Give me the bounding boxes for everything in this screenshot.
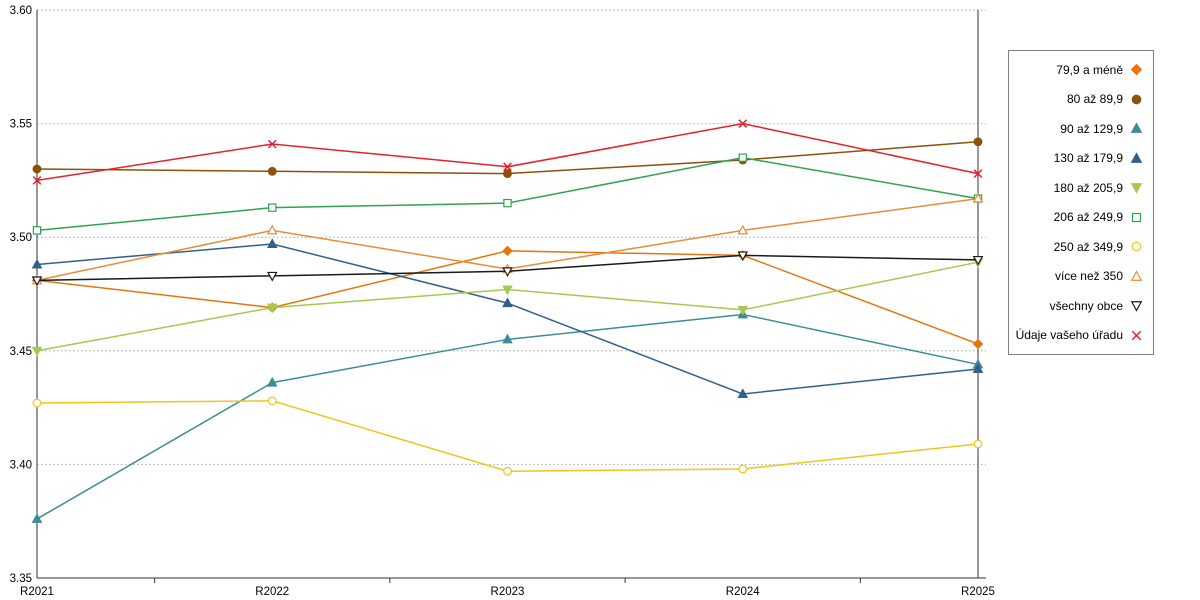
legend-marker <box>1130 64 1143 76</box>
legend-marker <box>1130 301 1143 313</box>
series-line <box>36 141 979 175</box>
circle-marker-icon <box>32 398 42 408</box>
triangle-down-marker-icon <box>737 251 749 262</box>
y-tick-label: 3.35 <box>10 573 32 585</box>
x-marker-icon <box>503 162 512 172</box>
triangle-up-marker-icon <box>972 363 984 373</box>
series-line <box>36 156 979 232</box>
triangle-down-marker-icon <box>31 346 43 357</box>
triangle-up-marker-icon <box>266 376 278 387</box>
triangle-down-marker-icon <box>502 285 513 296</box>
y-tick-label: 3.45 <box>10 346 32 358</box>
circle-marker-icon <box>267 396 277 406</box>
triangle-down-marker-icon <box>737 305 749 316</box>
triangle-up-marker-icon <box>737 224 749 235</box>
legend-item: všechny obce <box>1009 291 1153 321</box>
x-marker-icon <box>32 176 42 185</box>
diamond-marker-icon <box>1130 64 1143 76</box>
x-marker-icon <box>1131 330 1142 341</box>
legend-item: Údaje vašeho úřadu <box>1009 321 1153 351</box>
legend-marker <box>1130 183 1143 195</box>
legend-label: 80 až 89,9 <box>1066 92 1123 107</box>
legend-label: 79,9 a méně <box>1056 62 1123 77</box>
circle-marker-icon <box>503 466 512 476</box>
legend-marker <box>1131 241 1142 252</box>
triangle-up-marker-icon <box>266 224 278 235</box>
square-marker-icon <box>503 198 512 208</box>
chart-legend: 79,9 a méně 80 až 89,9 90 až 129,9 130 až 1… <box>1008 50 1154 355</box>
legend-label: Údaje vašeho úřadu <box>1015 328 1123 343</box>
x-tick-label: R2023 <box>491 586 525 598</box>
legend-item: 130 až 179,9 <box>1009 144 1153 174</box>
triangle-down-marker-icon <box>972 255 984 266</box>
legend-item: 90 až 129,9 <box>1009 114 1153 144</box>
legend-label: 250 až 349,9 <box>1053 239 1123 254</box>
legend-item: 79,9 a méně <box>1009 55 1153 85</box>
circle-marker-icon <box>738 464 748 474</box>
legend-marker <box>1131 94 1142 105</box>
square-marker-icon <box>738 153 747 162</box>
legend-label: více než 350 <box>1054 269 1123 284</box>
x-tick-label: R2021 <box>20 586 54 598</box>
square-marker-icon <box>268 203 277 212</box>
legend-marker <box>1131 212 1142 222</box>
legend-label: 90 až 129,9 <box>1060 121 1123 136</box>
legend-item: více než 350 <box>1009 262 1153 292</box>
x-marker-icon <box>738 119 748 128</box>
legend-item: 250 až 349,9 <box>1009 232 1153 262</box>
triangle-up-marker-icon <box>972 192 984 203</box>
series-line <box>36 313 979 520</box>
legend-label: všechny obce <box>1049 298 1123 313</box>
triangle-up-marker-icon <box>737 388 749 398</box>
circle-marker-icon <box>32 164 42 174</box>
triangle-down-marker-icon <box>1130 301 1143 313</box>
triangle-up-marker-icon <box>266 238 278 248</box>
y-tick-label: 3.60 <box>10 5 32 17</box>
triangle-down-marker-icon <box>31 276 43 287</box>
circle-marker-icon <box>973 137 983 147</box>
triangle-up-marker-icon <box>502 297 513 308</box>
diamond-marker-icon <box>502 245 513 257</box>
legend-label: 206 až 249,9 <box>1053 210 1123 225</box>
x-marker-icon <box>973 169 983 178</box>
circle-marker-icon <box>973 439 983 449</box>
triangle-down-marker-icon <box>266 271 278 282</box>
triangle-down-marker-icon <box>266 303 278 314</box>
triangle-up-marker-icon <box>1130 151 1143 163</box>
y-tick-label: 3.50 <box>10 232 32 244</box>
legend-item: 80 až 89,9 <box>1009 85 1153 115</box>
triangle-up-marker-icon <box>31 513 43 523</box>
square-marker-icon <box>32 226 42 235</box>
triangle-up-marker-icon <box>502 333 513 344</box>
x-tick-label: R2024 <box>726 586 760 598</box>
x-tick-label: R2022 <box>255 586 289 598</box>
series-line <box>36 400 979 472</box>
circle-marker-icon <box>1131 94 1142 105</box>
triangle-up-marker-icon <box>1130 269 1143 281</box>
x-tick-label: R2025 <box>961 586 995 598</box>
diamond-marker-icon <box>972 338 984 350</box>
legend-marker <box>1131 330 1142 341</box>
square-marker-icon <box>1131 212 1142 222</box>
triangle-down-marker-icon <box>502 267 513 278</box>
legend-item: 206 až 249,9 <box>1009 203 1153 233</box>
legend-marker <box>1130 151 1143 163</box>
y-tick-label: 3.55 <box>10 119 32 131</box>
circle-marker-icon <box>503 169 512 179</box>
legend-marker <box>1130 269 1143 281</box>
x-marker-icon <box>267 139 277 149</box>
triangle-up-marker-icon <box>1130 122 1143 134</box>
triangle-down-marker-icon <box>1130 183 1143 195</box>
circle-marker-icon <box>267 166 277 176</box>
circle-marker-icon <box>1131 241 1142 252</box>
legend-label: 130 až 179,9 <box>1053 151 1123 166</box>
legend-item: 180 až 205,9 <box>1009 173 1153 203</box>
y-tick-label: 3.40 <box>10 459 32 471</box>
triangle-up-marker-icon <box>31 258 43 269</box>
legend-marker <box>1130 122 1143 134</box>
legend-label: 180 až 205,9 <box>1053 180 1123 195</box>
